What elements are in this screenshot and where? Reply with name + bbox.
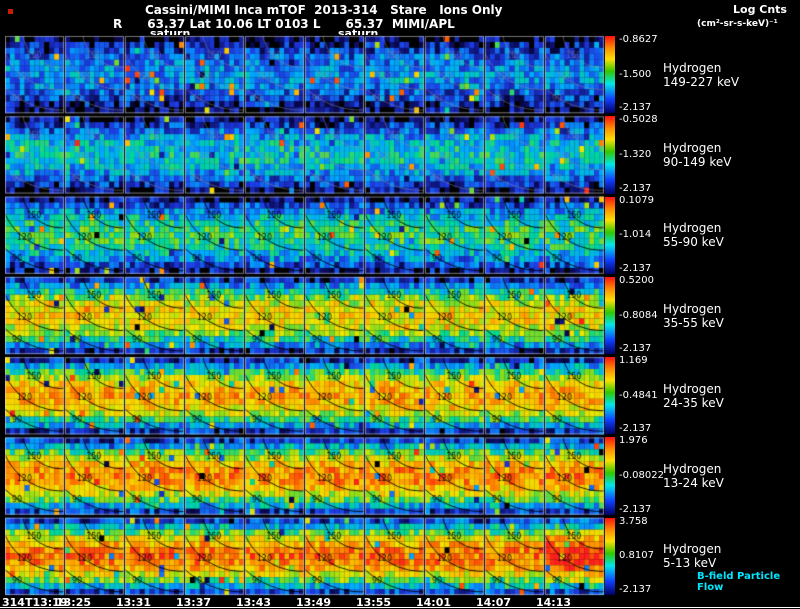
- colorbar-tick: -0.4841: [619, 389, 658, 401]
- species-label: Hydrogen: [663, 462, 722, 477]
- time-tick: 13:55: [356, 596, 392, 609]
- energy-channel-label: Hydrogen 35-55 keV: [663, 302, 724, 330]
- time-tick: 14:13: [536, 596, 572, 609]
- colorbar-title: Log Cnts: [733, 3, 787, 16]
- species-label: Hydrogen: [663, 301, 722, 316]
- bottom-rule: [0, 607, 800, 608]
- energy-channel-label: Hydrogen 90-149 keV: [663, 141, 731, 169]
- colorbar-tick: 0.8107: [619, 550, 654, 562]
- time-tick: 13:49: [296, 596, 332, 609]
- heatmap-canvas: [5, 35, 605, 597]
- corner-marker: [8, 9, 13, 14]
- colorbar-tick: -0.5028: [619, 114, 658, 126]
- time-tick: 13:43: [236, 596, 272, 609]
- species-label: Hydrogen: [663, 542, 722, 557]
- colorbar-tick: -1.500: [619, 68, 652, 80]
- page-title: Cassini/MIMI Inca mTOF 2013-314 Stare Io…: [145, 3, 503, 17]
- colorbar-tick: -1.320: [619, 148, 652, 160]
- colorbar-units: (cm²-sr-s-keV)⁻¹: [697, 19, 778, 29]
- species-label: Hydrogen: [663, 60, 722, 75]
- colorbar-tick: 0.1079: [619, 194, 654, 206]
- colorbar-row-7: [605, 517, 615, 595]
- time-tick: 314T13:19: [2, 596, 68, 609]
- colorbar-tick: -1.014: [619, 229, 652, 241]
- colorbar-tick: -2.137: [619, 503, 652, 515]
- colorbar-row-5: [605, 357, 615, 435]
- colorbar-row-2: [605, 116, 615, 194]
- species-label: Hydrogen: [663, 221, 722, 236]
- energy-range-label: 13-24 keV: [663, 476, 724, 491]
- colorbar-row-6: [605, 437, 615, 515]
- spacecraft-position-line: R 63.37 Lat 10.06 LT 0103 L 65.37 MIMI/A…: [113, 17, 455, 31]
- time-tick: 14:01: [416, 596, 452, 609]
- energy-range-label: 149-227 keV: [663, 74, 740, 89]
- colorbar-tick: -0.8627: [619, 34, 658, 45]
- colorbar-tick: -2.137: [619, 584, 652, 595]
- species-label: Hydrogen: [663, 381, 722, 396]
- colorbar-tick: 1.976: [619, 435, 648, 447]
- energy-range-label: 5-13 keV: [663, 556, 717, 571]
- energy-range-label: 24-35 keV: [663, 395, 724, 410]
- colorbar-tick: 0.5200: [619, 274, 654, 286]
- colorbar-tick: -0.08022: [619, 470, 664, 482]
- colorbar-row-3: [605, 196, 615, 274]
- colorbar-tick: -2.137: [619, 343, 652, 355]
- energy-channel-label: Hydrogen 5-13 keV: [663, 542, 721, 570]
- energy-channel-label: Hydrogen 24-35 keV: [663, 382, 724, 410]
- colorbar-tick: -2.137: [619, 423, 652, 435]
- colorbar-tick: -2.137: [619, 102, 652, 114]
- colorbar-row-4: [605, 276, 615, 355]
- energy-channel-label: Hydrogen 13-24 keV: [663, 462, 724, 490]
- colorbar-row-1: [605, 36, 615, 114]
- colorbar-tick: -0.8084: [619, 309, 658, 321]
- energy-range-label: 90-149 keV: [663, 154, 732, 169]
- time-tick: 13:25: [56, 596, 92, 609]
- colorbar-tick: 3.758: [619, 515, 648, 527]
- energy-range-label: 55-90 keV: [663, 235, 724, 250]
- species-label: Hydrogen: [663, 140, 722, 155]
- time-tick: 13:37: [176, 596, 212, 609]
- energy-channel-label: Hydrogen 55-90 keV: [663, 221, 724, 249]
- bfield-annotation: B-field Particle Flow: [697, 571, 781, 593]
- colorbar-tick: -2.137: [619, 182, 652, 194]
- time-tick: 13:31: [116, 596, 152, 609]
- energy-channel-label: Hydrogen 149-227 keV: [663, 61, 739, 89]
- time-tick: 14:07: [476, 596, 512, 609]
- colorbar-tick: 1.169: [619, 355, 648, 367]
- colorbar-tick: -2.137: [619, 262, 652, 274]
- energy-range-label: 35-55 keV: [663, 315, 724, 330]
